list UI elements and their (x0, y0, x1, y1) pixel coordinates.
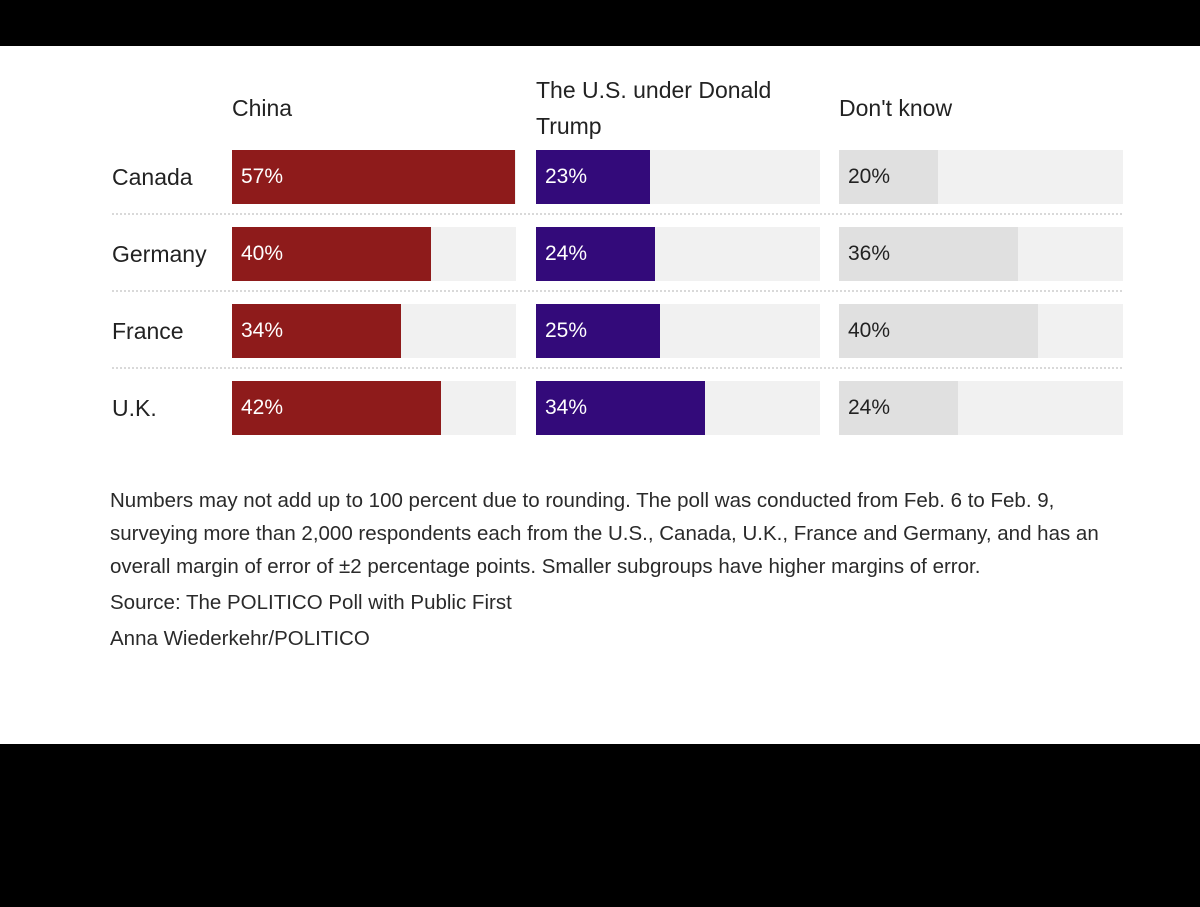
data-label: 57% (241, 165, 284, 188)
row-label-france: France (112, 318, 184, 344)
bar-us-trump (536, 150, 650, 204)
bar-track: 34% (232, 304, 516, 358)
bar-china (232, 381, 441, 435)
bar-track: 25% (536, 304, 820, 358)
row-divider (112, 367, 1122, 369)
data-label: 34% (241, 319, 284, 342)
bar-us-trump (536, 304, 660, 358)
chart-panel: China The U.S. under Donald Trump Don't kn… (0, 46, 1200, 744)
bar-track: 23% (536, 150, 820, 204)
data-label: 34% (545, 396, 588, 419)
row-label-germany: Germany (112, 241, 207, 267)
bar-track: 34% (536, 381, 820, 435)
bar-track: 40% (232, 227, 516, 281)
chart-notes: Numbers may not add up to 100 percent du… (110, 484, 1100, 655)
bar-track: 36% (839, 227, 1123, 281)
source-line: Source: The POLITICO Poll with Public Fi… (110, 591, 512, 614)
bar-dont-know (839, 304, 1038, 358)
bar-track: 40% (839, 304, 1123, 358)
bar-track: 57% (232, 150, 516, 204)
bar-track: 24% (536, 227, 820, 281)
column-header-us-trump: The U.S. under Donald Trump (536, 77, 772, 139)
footnote: Numbers may not add up to 100 percent du… (110, 489, 1099, 578)
row-label-canada: Canada (112, 164, 193, 190)
row-label-uk: U.K. (112, 395, 157, 421)
data-label: 20% (848, 165, 891, 188)
row-divider (112, 290, 1122, 292)
bar-track: 20% (839, 150, 1123, 204)
column-header-dont-know: Don't know (839, 95, 953, 121)
data-label: 36% (848, 242, 891, 265)
bar-us-trump (536, 381, 705, 435)
bar-china (232, 150, 515, 204)
bar-china (232, 227, 431, 281)
bar-china (232, 304, 401, 358)
credit-line: Anna Wiederkehr/POLITICO (110, 627, 370, 650)
row-divider (112, 213, 1122, 215)
bar-track: 42% (232, 381, 516, 435)
bar-track: 24% (839, 381, 1123, 435)
column-header-china: China (232, 95, 293, 121)
data-label: 40% (241, 242, 284, 265)
bar-dont-know (839, 381, 958, 435)
bar-dont-know (839, 150, 938, 204)
data-label: 25% (545, 319, 588, 342)
data-label: 24% (848, 396, 891, 419)
data-label: 23% (545, 165, 588, 188)
bar-dont-know (839, 227, 1018, 281)
data-label: 24% (545, 242, 588, 265)
data-label: 40% (848, 319, 891, 342)
bar-us-trump (536, 227, 655, 281)
data-label: 42% (241, 396, 284, 419)
